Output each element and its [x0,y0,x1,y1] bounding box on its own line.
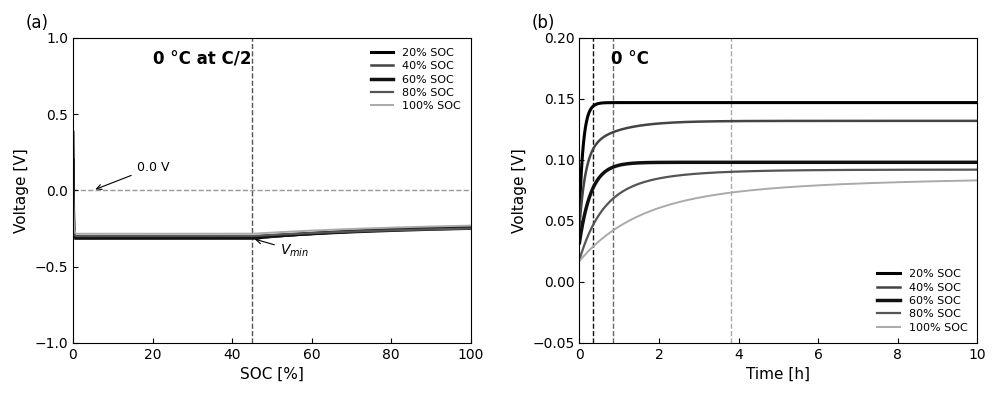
Text: (a): (a) [25,14,48,32]
Legend: 20% SOC, 40% SOC, 60% SOC, 80% SOC, 100% SOC: 20% SOC, 40% SOC, 60% SOC, 80% SOC, 100%… [873,265,972,337]
Text: 0 °C at C/2: 0 °C at C/2 [153,50,251,68]
Y-axis label: Voltage [V]: Voltage [V] [512,148,527,233]
Y-axis label: Voltage [V]: Voltage [V] [14,148,29,233]
X-axis label: SOC [%]: SOC [%] [240,367,304,382]
Text: $V_{min}$: $V_{min}$ [256,238,309,259]
Text: 0.0 V: 0.0 V [97,160,169,189]
Text: 0 °C: 0 °C [611,50,649,68]
Legend: 20% SOC, 40% SOC, 60% SOC, 80% SOC, 100% SOC: 20% SOC, 40% SOC, 60% SOC, 80% SOC, 100%… [366,44,465,116]
X-axis label: Time [h]: Time [h] [746,367,810,382]
Text: (b): (b) [532,14,555,32]
